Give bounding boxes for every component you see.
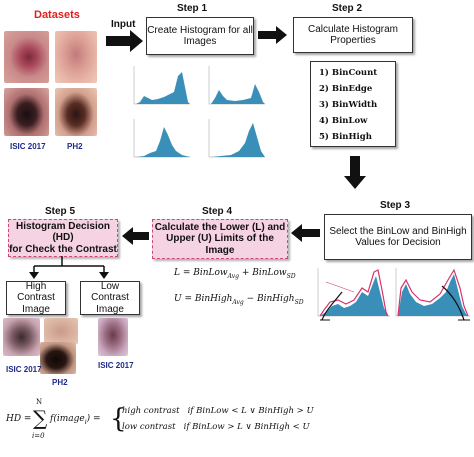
step5-box: Histogram Decision (HD) for Check the Co… [8, 219, 118, 257]
property-item: 1) BinCount [319, 68, 378, 78]
step1-box: Create Histogram for all Images [146, 17, 254, 55]
histogram-thumbnail [208, 119, 265, 158]
hd-formula: HD = N ∑ i=0 f(imagei) = { high contrast… [6, 398, 314, 440]
histogram-binlow-chart [317, 268, 390, 321]
isic-2017-label: ISIC 2017 [6, 365, 42, 374]
upper-limit-formula: U = BinHighAvg − BinHighSD [174, 294, 304, 306]
property-item: 2) BinEdge [319, 84, 373, 94]
histogram-properties-list: 1) BinCount 2) BinEdge 3) BinWidth 4) Bi… [310, 61, 396, 147]
step1-label: Step 1 [177, 3, 208, 14]
step3-box: Select the BinLow and BinHigh Values for… [324, 214, 472, 260]
histogram-thumbnail [133, 119, 190, 158]
skin-lesion-image [40, 342, 76, 374]
skin-lesion-image [44, 318, 78, 344]
arrow-left-icon [122, 227, 149, 245]
high-contrast-box: High Contrast Image [6, 281, 66, 315]
step4-box: Calculate the Lower (L) and Upper (U) Li… [152, 219, 288, 259]
histogram-thumbnail [208, 66, 265, 105]
skin-lesion-image [4, 31, 49, 83]
step2-box: Calculate Histogram Properties [293, 17, 413, 53]
ph2-label: PH2 [67, 142, 83, 151]
step2-label: Step 2 [332, 3, 363, 14]
isic-2017-label: ISIC 2017 [98, 361, 134, 370]
input-label: Input [111, 19, 136, 30]
arrow-right-icon [106, 30, 143, 52]
lower-limit-formula: L = BinLowAvg + BinLowSD [174, 268, 296, 280]
property-item: 5) BinHigh [319, 132, 372, 142]
histogram-thumbnail [133, 66, 190, 105]
datasets-title: Datasets [34, 9, 80, 21]
arrow-right-icon [258, 26, 287, 44]
skin-lesion-image [55, 88, 97, 136]
step4-label: Step 4 [202, 206, 233, 217]
histogram-binhigh-chart [395, 268, 470, 321]
branch-connector [29, 256, 109, 279]
step3-label: Step 3 [380, 200, 411, 211]
ph2-label: PH2 [52, 378, 68, 387]
property-item: 3) BinWidth [319, 100, 378, 110]
low-contrast-box: Low Contrast Image [80, 281, 140, 315]
property-item: 4) BinLow [319, 116, 368, 126]
isic-2017-label: ISIC 2017 [10, 142, 46, 151]
skin-lesion-image [3, 318, 40, 356]
arrow-left-icon [291, 224, 320, 242]
skin-lesion-image [98, 318, 128, 356]
arrow-down-icon [344, 156, 366, 189]
step5-label: Step 5 [45, 206, 76, 217]
skin-lesion-image [55, 31, 97, 83]
skin-lesion-image [4, 88, 49, 136]
